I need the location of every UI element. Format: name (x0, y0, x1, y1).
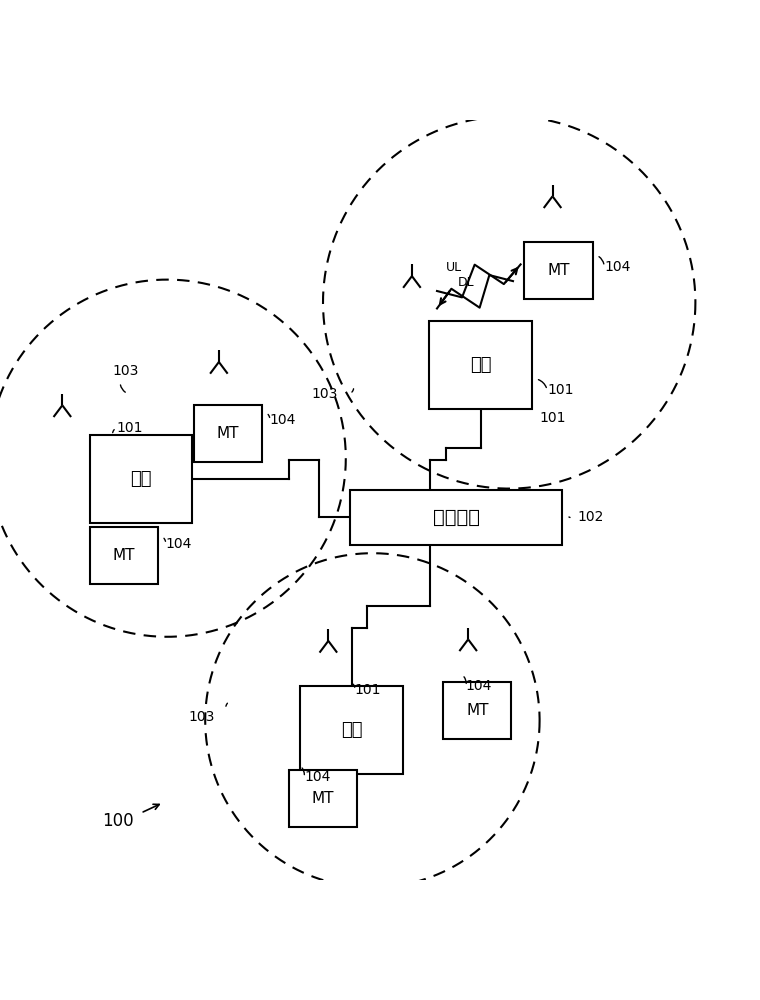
Text: MT: MT (312, 791, 334, 806)
Text: 103: 103 (112, 364, 139, 378)
Bar (524, 242, 593, 299)
Bar (350, 490, 562, 545)
Text: 104: 104 (166, 537, 192, 551)
Bar (300, 686, 403, 774)
Bar (443, 682, 511, 739)
Text: 核心网络: 核心网络 (432, 508, 480, 527)
Bar (429, 321, 532, 409)
Text: 基站: 基站 (340, 721, 363, 739)
Text: 104: 104 (270, 413, 296, 427)
Text: MT: MT (466, 703, 489, 718)
Bar (90, 435, 192, 523)
Text: MT: MT (547, 263, 570, 278)
Bar (289, 770, 357, 827)
Text: 101: 101 (540, 411, 566, 425)
Text: 101: 101 (116, 421, 143, 435)
Bar (194, 405, 262, 462)
Text: 104: 104 (466, 679, 492, 693)
Text: 104: 104 (604, 260, 631, 274)
Text: 104: 104 (304, 770, 331, 784)
Text: 100: 100 (102, 812, 134, 830)
Text: 101: 101 (547, 383, 574, 397)
Text: UL: UL (445, 261, 462, 274)
Text: 101: 101 (355, 683, 382, 697)
Text: 103: 103 (188, 710, 214, 724)
Text: MT: MT (112, 548, 135, 563)
Text: 基站: 基站 (470, 356, 492, 374)
Text: 103: 103 (312, 387, 338, 401)
Text: 基站: 基站 (130, 470, 152, 488)
Text: MT: MT (217, 426, 239, 441)
Text: 102: 102 (578, 510, 604, 524)
Bar (90, 527, 158, 584)
Text: DL: DL (458, 276, 474, 289)
